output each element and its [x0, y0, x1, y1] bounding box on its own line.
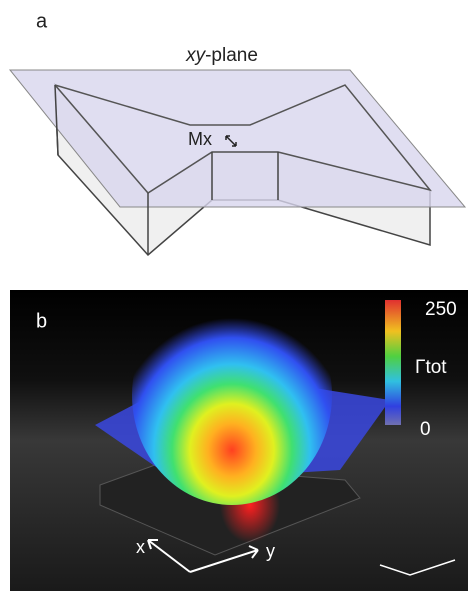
axis-x: x	[136, 537, 145, 557]
peak	[132, 285, 332, 505]
colorbar	[385, 300, 401, 425]
arrow	[225, 135, 237, 147]
colorbar-min: 0	[420, 419, 431, 440]
panel-b: 250 Γtot 0 b x y	[10, 285, 468, 591]
axis-arrows	[147, 539, 456, 576]
panel-label: b	[36, 310, 47, 332]
axis-y: y	[266, 541, 275, 561]
box-outline	[54, 84, 432, 194]
colorbar-max: 250	[425, 299, 457, 320]
box-edges	[54, 84, 279, 255]
panel-a: a xy-plane Mx	[8, 10, 467, 257]
mode-label: Mx	[188, 129, 212, 149]
plane	[8, 69, 467, 208]
colorbar-title: Γtot	[415, 357, 447, 378]
panel-label: a	[36, 10, 48, 32]
plane-label: xy-plane	[185, 45, 258, 66]
